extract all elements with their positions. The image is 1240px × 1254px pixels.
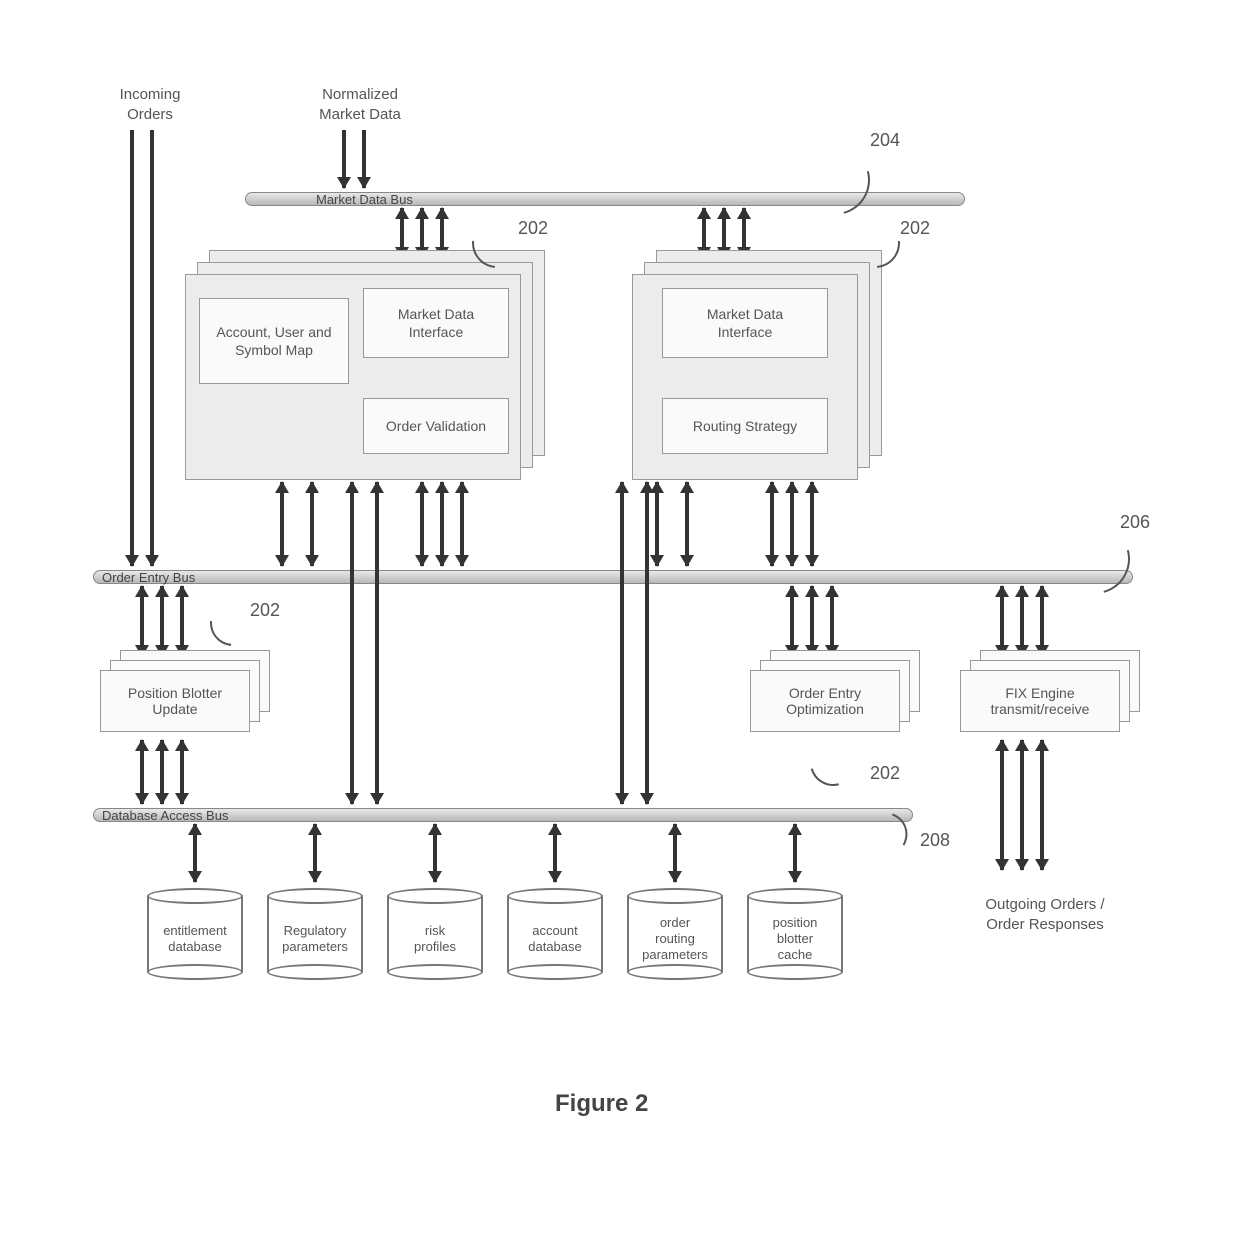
arrow-nmd-1 [342,130,346,188]
arrow-db-6 [793,824,797,882]
database-access-bus: Database Access Bus [93,808,913,822]
db-account: account database [507,888,603,980]
arrow-blotter-up-3 [180,586,184,656]
routing-strategy-box: Routing Strategy [662,398,828,454]
ref-202b: 202 [900,218,930,239]
arrow-oeb-l1 [280,482,284,566]
arrow-oeb-l3 [420,482,424,566]
arrow-fix-out-1 [1000,740,1004,870]
arrow-opt-up-2 [810,586,814,656]
ref-202d: 202 [870,763,900,784]
position-blotter-stack: Position Blotter Update [100,650,280,738]
arrow-oeb-r5 [810,482,814,566]
arrow-db-2 [313,824,317,882]
arrow-fix-up-1 [1000,586,1004,656]
account-user-symbol-map-box: Account, User and Symbol Map [199,298,349,384]
ref-202a: 202 [518,218,548,239]
market-data-bus-label: Market Data Bus [316,192,413,207]
database-access-bus-label: Database Access Bus [102,808,228,823]
arrow-fix-up-3 [1040,586,1044,656]
arrow-oeb-l4 [440,482,444,566]
arrow-left-long-1 [350,482,354,804]
arrow-blotter-db-1 [140,740,144,804]
arrow-nmd-2 [362,130,366,188]
arrow-opt-up-3 [830,586,834,656]
arrow-oeb-l2 [310,482,314,566]
db-regulatory: Regulatory parameters [267,888,363,980]
figure-caption: Figure 2 [555,1090,648,1118]
arrow-opt-up-1 [790,586,794,656]
ref-206: 206 [1120,512,1150,533]
db-position-cache: position blotter cache [747,888,843,980]
arrow-oeb-l5 [460,482,464,566]
arrow-blotter-db-3 [180,740,184,804]
db-entitlement: entitlement database [147,888,243,980]
arrow-fix-out-3 [1040,740,1044,870]
arrow-left-long-2 [375,482,379,804]
db-risk: risk profiles [387,888,483,980]
market-data-interface-box-right: Market Data Interface [662,288,828,358]
fix-engine-stack: FIX Engine transmit/receive [960,650,1150,738]
arrow-db-3 [433,824,437,882]
arrow-blotter-db-2 [160,740,164,804]
arrow-blotter-up-1 [140,586,144,656]
arrow-fix-up-2 [1020,586,1024,656]
arrow-right-long-1 [620,482,624,804]
normalized-market-data-label: Normalized Market Data [300,85,420,124]
ref-204: 204 [870,130,900,151]
order-entry-bus-label: Order Entry Bus [102,570,195,585]
right-processing-stack: Market Data Interface Routing Strategy [632,250,882,480]
leader-202d [802,732,865,795]
order-entry-bus: Order Entry Bus [93,570,1133,584]
ref-208: 208 [920,830,950,851]
arrow-fix-out-2 [1020,740,1024,870]
arrow-oeb-r4 [790,482,794,566]
arrow-right-long-2 [645,482,649,804]
diagram-canvas: Incoming Orders Normalized Market Data M… [0,0,1240,1254]
arrow-db-5 [673,824,677,882]
leader-204 [787,132,883,228]
arrow-db-4 [553,824,557,882]
arrow-db-1 [193,824,197,882]
arrow-incoming-2 [150,130,154,566]
left-processing-stack: Account, User and Symbol Map Market Data… [185,250,545,480]
arrow-oeb-r3 [770,482,774,566]
outgoing-orders-label: Outgoing Orders / Order Responses [950,895,1140,934]
db-routing: order routing parameters [627,888,723,980]
arrow-incoming-1 [130,130,134,566]
arrow-oeb-r1 [655,482,659,566]
arrow-blotter-up-2 [160,586,164,656]
order-validation-box: Order Validation [363,398,509,454]
arrow-oeb-r2 [685,482,689,566]
order-opt-stack: Order Entry Optimization [750,650,930,738]
incoming-orders-label: Incoming Orders [100,85,200,124]
market-data-interface-box-left: Market Data Interface [363,288,509,358]
ref-202c: 202 [250,600,280,621]
